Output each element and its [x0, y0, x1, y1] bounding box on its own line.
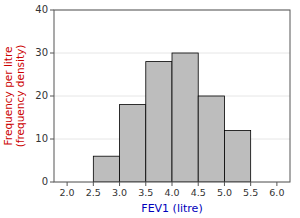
x-tick — [224, 182, 225, 186]
x-axis-label: FEV1 (litre) — [141, 202, 202, 215]
histogram-bar — [198, 96, 224, 182]
y-tick-label: 0 — [42, 176, 48, 187]
x-tick — [67, 182, 68, 186]
x-tick — [172, 182, 173, 186]
y-tick-label: 40 — [35, 4, 48, 15]
histogram-bar — [172, 53, 198, 182]
y-tick — [50, 53, 54, 54]
histogram-bar — [224, 130, 250, 182]
x-tick — [250, 182, 251, 186]
histogram-bar — [120, 105, 146, 182]
y-tick — [50, 139, 54, 140]
chart-container: 0 10 20 30 40 2.0 2.5 3.0 3.5 4.0 4.5 5.0 5.5 6.0 FEV1… — [0, 0, 300, 218]
x-tick-label: 4.5 — [191, 187, 206, 198]
x-tick-label: 5.0 — [217, 187, 232, 198]
x-tick — [276, 182, 277, 186]
x-tick-label: 3.5 — [138, 187, 153, 198]
x-tick-label: 2.0 — [60, 187, 75, 198]
x-tick-label: 4.0 — [164, 187, 179, 198]
histogram-bar — [93, 156, 119, 182]
y-tick-label: 10 — [35, 133, 48, 144]
y-tick — [50, 96, 54, 97]
x-tick — [145, 182, 146, 186]
bars — [93, 53, 250, 182]
plot-frame — [54, 10, 290, 182]
y-tick — [50, 10, 54, 11]
x-tick-label: 3.0 — [112, 187, 127, 198]
histogram-bar — [146, 62, 172, 182]
x-tick-label: 6.0 — [269, 187, 284, 198]
y-tick-label: 30 — [35, 47, 48, 58]
x-tick — [93, 182, 94, 186]
chart: 0 10 20 30 40 2.0 2.5 3.0 3.5 4.0 4.5 5.0 5.5 6.0 FEV1… — [0, 0, 300, 218]
x-tick-label: 5.5 — [243, 187, 258, 198]
x-tick — [198, 182, 199, 186]
y-tick — [50, 182, 54, 183]
x-tick-label: 2.5 — [86, 187, 101, 198]
y-tick-label: 20 — [35, 90, 48, 101]
x-tick — [119, 182, 120, 186]
y-axis-label: Frequency per litre(frequency density) — [2, 45, 26, 148]
